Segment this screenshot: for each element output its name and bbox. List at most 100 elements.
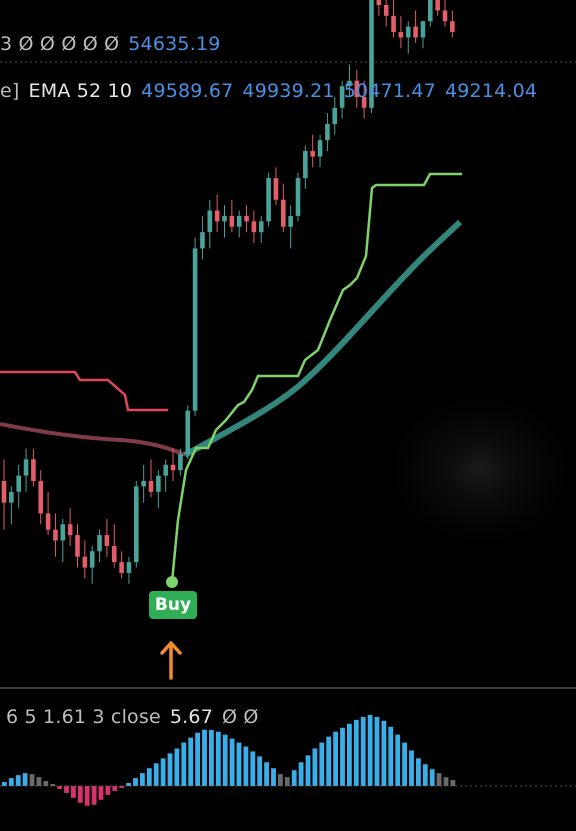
histogram-bar <box>429 769 435 786</box>
candle-body[interactable] <box>23 459 29 476</box>
candle-body[interactable] <box>347 80 352 87</box>
legend-osc-value: 5.67 <box>169 706 213 728</box>
candle-body[interactable] <box>119 562 124 573</box>
histogram-bar <box>250 751 256 786</box>
candle-body[interactable] <box>450 21 455 33</box>
candle-body[interactable] <box>332 107 338 124</box>
candle-body[interactable] <box>214 210 220 222</box>
histogram-bar <box>43 781 49 786</box>
histogram-bar <box>2 782 7 786</box>
candle-body[interactable] <box>104 535 110 546</box>
candle-body[interactable] <box>405 26 411 38</box>
candle-body[interactable] <box>229 215 235 227</box>
candle-body[interactable] <box>38 481 44 514</box>
candle-body[interactable] <box>266 178 271 222</box>
candle-body[interactable] <box>134 486 139 563</box>
legend-ema-prefix: e] <box>0 80 20 102</box>
legend-oscillator: 6 5 1.61 3 close 5.67 Ø Ø <box>6 706 268 728</box>
candle-body[interactable] <box>361 96 367 108</box>
candle-body[interactable] <box>435 0 440 11</box>
candle-body[interactable] <box>200 232 205 249</box>
candle-body[interactable] <box>244 215 249 222</box>
ema-line-red <box>0 422 186 457</box>
histogram-bar <box>291 770 297 786</box>
histogram-bar <box>50 784 56 786</box>
candle-body[interactable] <box>251 221 257 233</box>
histogram-bar <box>229 738 235 786</box>
candle-body[interactable] <box>383 5 389 16</box>
histogram-bar <box>105 786 111 795</box>
histogram-bar <box>202 729 207 786</box>
histogram-bar <box>340 727 345 786</box>
candle-body[interactable] <box>82 556 88 568</box>
candle-body[interactable] <box>53 529 58 541</box>
candle-body[interactable] <box>97 535 102 552</box>
candle-body[interactable] <box>303 151 308 179</box>
candle-body[interactable] <box>45 513 51 530</box>
candle-body[interactable] <box>420 21 426 38</box>
candle-body[interactable] <box>413 26 418 38</box>
legend-ema-value-2: 49939.21 <box>242 80 335 102</box>
candle-body[interactable] <box>16 475 21 492</box>
candle-body[interactable] <box>354 80 360 97</box>
candle-body[interactable] <box>192 248 198 411</box>
candle-body[interactable] <box>67 524 73 536</box>
pane-divider[interactable] <box>0 687 576 689</box>
candle-body[interactable] <box>148 481 154 492</box>
candle-body[interactable] <box>170 464 176 471</box>
histogram-bar <box>15 775 21 786</box>
candle-body[interactable] <box>317 140 323 157</box>
candle-body[interactable] <box>75 535 80 557</box>
histogram-bar <box>284 777 290 786</box>
histogram-bar <box>319 742 325 786</box>
histogram-bar <box>98 786 104 800</box>
legend-osc-params: 6 5 1.61 3 close <box>6 706 161 728</box>
candle-body[interactable] <box>258 221 264 233</box>
candle-body[interactable] <box>273 178 279 200</box>
histogram-bar <box>436 773 442 786</box>
candle-body[interactable] <box>156 475 161 492</box>
candle-body[interactable] <box>89 551 95 568</box>
candle-body[interactable] <box>376 0 382 5</box>
candle-body[interactable] <box>185 410 191 454</box>
histogram-bar <box>71 786 76 798</box>
candle-body[interactable] <box>391 15 396 33</box>
candle-body[interactable] <box>126 562 132 573</box>
candle-body[interactable] <box>325 124 330 141</box>
histogram-bar <box>312 748 318 786</box>
candle-body[interactable] <box>222 215 227 222</box>
candle-body[interactable] <box>310 151 315 157</box>
candle-body[interactable] <box>207 210 213 233</box>
candle-body[interactable] <box>281 199 286 227</box>
histogram-bar <box>167 753 173 786</box>
legend-ema-value-4: 49214.04 <box>444 80 538 102</box>
candle-body[interactable] <box>295 178 301 216</box>
histogram-bar <box>257 756 263 786</box>
candle-body[interactable] <box>178 453 183 471</box>
candle-body[interactable] <box>31 459 36 481</box>
candle-body[interactable] <box>428 0 433 22</box>
candle-body[interactable] <box>442 10 448 22</box>
histogram-bar <box>153 763 159 786</box>
buy-signal-badge[interactable]: Buy <box>149 591 197 619</box>
histogram-bar <box>188 737 194 786</box>
histogram-bar <box>29 774 35 786</box>
histogram-bar <box>209 730 214 786</box>
candle-body[interactable] <box>369 0 374 108</box>
candle-body[interactable] <box>141 481 146 487</box>
candle-body[interactable] <box>111 545 117 563</box>
legend-osc-suffix: Ø Ø <box>221 706 259 728</box>
trailing-stop-green <box>170 172 462 583</box>
candle-body[interactable] <box>163 464 168 476</box>
candle-body[interactable] <box>288 215 293 227</box>
histogram-bar <box>333 731 338 786</box>
candle-body[interactable] <box>9 491 14 503</box>
histogram-bar <box>119 786 125 788</box>
candle-body[interactable] <box>339 86 345 108</box>
candle-body[interactable] <box>398 32 404 38</box>
candle-body[interactable] <box>236 215 242 227</box>
candle-body[interactable] <box>60 524 66 541</box>
candle-body[interactable] <box>1 481 7 503</box>
histogram-bar <box>146 768 152 786</box>
